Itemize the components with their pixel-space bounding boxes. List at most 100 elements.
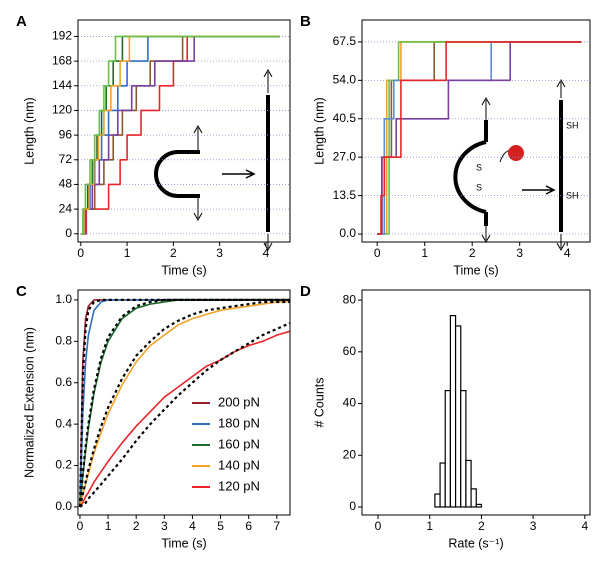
histogram-bar	[439, 462, 446, 508]
y-tick-label: 1.0	[55, 292, 72, 306]
series-line	[79, 330, 290, 508]
panel-2: C 0.0 0.2 0.4 0.6 0.8 1.0 0 1 2 3 4 5 6 7 Time (s) Norma…	[16, 283, 291, 550]
legend-label: 120 pN	[218, 478, 260, 493]
force-arrows	[481, 96, 491, 244]
y-tick-label: 0.4	[55, 416, 72, 430]
series-line	[377, 41, 582, 235]
y-tick-label: 168	[52, 53, 72, 67]
y-axis-label: Length (nm)	[312, 97, 326, 164]
y-tick-label: 72	[59, 152, 73, 166]
annotation: SH	[566, 190, 579, 200]
y-tick-label: 96	[59, 127, 73, 141]
legend-label: 140 pN	[218, 457, 260, 472]
y-tick-label: 0	[349, 499, 356, 513]
x-tick-label: 0	[77, 519, 84, 533]
x-tick-label: 0	[374, 246, 381, 260]
x-tick-label: 4	[581, 519, 588, 533]
series-line	[80, 35, 280, 235]
series-line	[80, 35, 280, 235]
x-tick-label: 2	[469, 246, 476, 260]
series-line	[377, 41, 582, 235]
x-tick-label: 3	[530, 519, 537, 533]
annotation: S	[476, 162, 482, 172]
y-tick-label: 80	[343, 292, 357, 306]
legend-label: 200 pN	[218, 394, 260, 409]
x-tick-label: 3	[216, 246, 223, 260]
y-tick-label: 0.0	[55, 499, 72, 513]
x-axis-label: Time (s)	[453, 263, 498, 277]
y-axis-label: Length (nm)	[22, 97, 36, 164]
histogram-bar	[449, 315, 457, 508]
x-tick-label: 0	[77, 246, 84, 260]
y-tick-label: 144	[52, 78, 72, 92]
y-tick-label: 0.0	[339, 226, 356, 240]
y-tick-label: 27.0	[333, 149, 357, 163]
y-tick-label: 0.2	[55, 458, 72, 472]
histogram-bar	[465, 459, 472, 508]
series-line	[80, 35, 280, 235]
x-tick-label: 7	[273, 519, 280, 533]
x-axis-label: Time (s)	[161, 263, 206, 277]
x-tick-label: 4	[564, 246, 571, 260]
hairpin	[154, 150, 200, 198]
y-axis-label: Normalized Extension (nm)	[22, 327, 36, 478]
x-tick-label: 4	[263, 246, 270, 260]
series-line	[377, 41, 582, 235]
histogram-bar	[470, 488, 477, 508]
histogram-bar	[444, 390, 452, 508]
panel-label: D	[300, 283, 311, 300]
fit-line	[79, 321, 290, 508]
x-tick-label: 2	[133, 519, 140, 533]
y-tick-label: 0.6	[55, 375, 72, 389]
y-axis-label: # Counts	[312, 377, 326, 427]
panel-label: B	[300, 13, 311, 30]
panel-1: B 0.0 13.5 27.0 40.5 54.0 67.5 0 1 2 3 4 Time (s) Len…	[300, 13, 591, 277]
series-line	[377, 41, 582, 235]
reducing-agent	[508, 145, 524, 161]
x-tick-label: 5	[217, 519, 224, 533]
histogram-bar	[454, 325, 462, 508]
y-tick-label: 40.5	[333, 111, 357, 125]
y-tick-label: 67.5	[333, 34, 357, 48]
plot-frame	[361, 289, 591, 516]
annotation: S	[476, 182, 482, 192]
x-tick-label: 0	[375, 519, 382, 533]
hairpin	[453, 140, 487, 214]
y-tick-label: 24	[59, 201, 73, 215]
y-tick-label: 54.0	[333, 73, 357, 87]
histogram-bar	[475, 503, 483, 508]
force-arrows	[193, 124, 203, 222]
y-tick-label: 192	[52, 29, 72, 43]
plot-frame	[77, 19, 291, 243]
x-tick-label: 2	[478, 519, 485, 533]
x-axis-label: Rate (s⁻¹)	[448, 536, 503, 550]
arrow	[222, 169, 256, 179]
plot-frame	[361, 19, 591, 243]
y-tick-label: 20	[343, 447, 357, 461]
x-tick-label: 2	[170, 246, 177, 260]
panel-0: A 0 24 48 72 96 120 144 168 192 0 1 2 3 4 Time (s) Lengt…	[16, 13, 291, 277]
x-tick-label: 3	[161, 519, 168, 533]
x-tick-label: 1	[426, 519, 433, 533]
x-axis-label: Time (s)	[161, 536, 206, 550]
legend-label: 160 pN	[218, 436, 260, 451]
histogram-bar	[460, 390, 467, 508]
x-tick-label: 6	[245, 519, 252, 533]
panel-label: A	[16, 13, 27, 30]
x-tick-label: 3	[516, 246, 523, 260]
plot-frame	[77, 289, 291, 516]
annotation: SH	[566, 120, 579, 130]
y-tick-label: 120	[52, 103, 72, 117]
fit-line	[78, 298, 290, 507]
y-tick-label: 0	[65, 226, 72, 240]
y-tick-label: 0.8	[55, 334, 72, 348]
y-tick-label: 40	[343, 396, 357, 410]
y-tick-label: 48	[59, 177, 73, 191]
inset-diagram-b	[453, 78, 566, 252]
panel-3: D 0 20 40 60 80 0 1 2 3 4 Rate (s⁻¹) # Counts	[300, 283, 591, 550]
x-tick-label: 1	[421, 246, 428, 260]
series-line	[377, 41, 582, 235]
force-arrows	[263, 68, 273, 252]
